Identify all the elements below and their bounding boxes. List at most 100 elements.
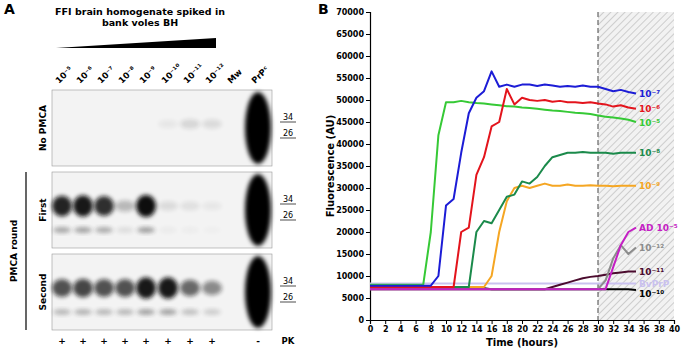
blot-title: bank voles BH bbox=[102, 17, 178, 28]
y-tick-mark bbox=[366, 144, 370, 145]
blot-background bbox=[52, 172, 272, 248]
blot-band bbox=[116, 227, 134, 233]
panel-label: A bbox=[4, 1, 15, 17]
series-line bbox=[370, 184, 636, 287]
x-tick-label: 38 bbox=[654, 325, 666, 334]
x-tick: 12 bbox=[456, 320, 467, 334]
x-tick: 4 bbox=[398, 320, 404, 334]
blot-band bbox=[202, 281, 222, 295]
series-line bbox=[370, 71, 636, 285]
x-tick: 40 bbox=[669, 320, 681, 334]
x-tick-label: 10 bbox=[441, 325, 453, 334]
y-tick-label: 55000 bbox=[336, 74, 364, 83]
x-tick-mark bbox=[552, 320, 553, 324]
blot-band bbox=[95, 309, 113, 315]
x-tick-mark bbox=[628, 320, 629, 324]
lane-label: 10⁻⁷ bbox=[95, 64, 116, 85]
x-axis: 0246810121416182022242628303234363840 bbox=[368, 320, 681, 334]
blot-band bbox=[159, 227, 177, 233]
series-line bbox=[370, 152, 636, 287]
blot-band bbox=[202, 202, 222, 211]
blot-band bbox=[158, 277, 178, 298]
blot-band bbox=[180, 280, 200, 296]
blot-blob bbox=[245, 174, 271, 246]
blot-band bbox=[181, 227, 199, 233]
pk-sign: + bbox=[208, 336, 216, 346]
y-tick-mark bbox=[366, 298, 370, 299]
marker-line bbox=[280, 122, 296, 123]
y-tick-label: 35000 bbox=[336, 162, 364, 171]
series-label: 10⁻¹² bbox=[639, 243, 664, 253]
y-tick: 0 bbox=[358, 316, 370, 325]
x-tick-label: 32 bbox=[608, 325, 619, 334]
x-tick-label: 28 bbox=[578, 325, 590, 334]
x-tick: 8 bbox=[429, 320, 435, 334]
x-tick: 10 bbox=[441, 320, 453, 334]
x-tick-mark bbox=[476, 320, 477, 324]
series-label: 10⁻⁸ bbox=[639, 148, 660, 158]
y-axis-title: Fluorescence (AU) bbox=[325, 115, 336, 218]
blot-row bbox=[52, 172, 272, 248]
pk-sign: + bbox=[142, 336, 150, 346]
blot-band bbox=[74, 227, 92, 233]
y-tick: 5000 bbox=[342, 294, 370, 303]
x-tick-label: 40 bbox=[669, 325, 681, 334]
x-tick: 30 bbox=[593, 320, 605, 334]
x-tick: 20 bbox=[517, 320, 529, 334]
lane-label: 10⁻⁸ bbox=[116, 64, 137, 85]
x-tick-mark bbox=[416, 320, 417, 324]
blot-title: FFI brain homogenate spiked in bbox=[55, 6, 225, 17]
x-tick-label: 34 bbox=[623, 325, 635, 334]
blot-band bbox=[158, 120, 178, 129]
x-tick: 34 bbox=[623, 320, 635, 334]
row-label: No PMCA bbox=[38, 105, 48, 151]
y-tick-mark bbox=[366, 122, 370, 123]
series-label: 10⁻⁵ bbox=[639, 118, 660, 128]
x-tick-mark bbox=[400, 320, 401, 324]
y-tick-mark bbox=[366, 254, 370, 255]
series-label: 10⁻⁹ bbox=[639, 181, 660, 191]
y-tick-label: 70000 bbox=[336, 8, 364, 17]
y-tick: 50000 bbox=[336, 96, 370, 105]
marker-label: 34 bbox=[283, 113, 293, 122]
blot-band bbox=[95, 227, 113, 233]
blot-band bbox=[116, 309, 134, 315]
x-tick-label: 26 bbox=[563, 325, 575, 334]
y-tick: 20000 bbox=[336, 228, 370, 237]
x-tick-mark bbox=[674, 320, 675, 324]
pk-sign: + bbox=[79, 336, 87, 346]
lane-label: 10⁻¹¹ bbox=[181, 61, 205, 85]
blot-band bbox=[159, 309, 177, 315]
y-tick-mark bbox=[366, 210, 370, 211]
y-tick-label: 0 bbox=[358, 316, 364, 325]
x-tick: 18 bbox=[502, 320, 514, 334]
blot-band bbox=[202, 119, 222, 128]
y-tick-mark bbox=[366, 78, 370, 79]
x-tick: 16 bbox=[487, 320, 499, 334]
lane-label: PrPᶜ bbox=[249, 64, 271, 86]
series-label: AD 10⁻⁵ bbox=[639, 223, 678, 233]
y-tick-label: 60000 bbox=[336, 52, 364, 61]
pk-label: PK bbox=[282, 336, 295, 346]
x-tick-label: 36 bbox=[639, 325, 651, 334]
group-bracket bbox=[25, 172, 26, 330]
series-label: 10⁻⁶ bbox=[639, 104, 660, 114]
blot-band bbox=[180, 119, 200, 129]
x-tick-mark bbox=[613, 320, 614, 324]
x-tick-mark bbox=[644, 320, 645, 324]
marker-line bbox=[280, 138, 296, 139]
pk-sign: + bbox=[58, 336, 66, 346]
blot-band bbox=[136, 277, 156, 298]
blot-band bbox=[115, 200, 135, 212]
y-tick: 30000 bbox=[336, 184, 370, 193]
x-tick-mark bbox=[446, 320, 447, 324]
y-tick-label: 15000 bbox=[336, 250, 364, 259]
y-tick-mark bbox=[366, 100, 370, 101]
blot-band bbox=[94, 279, 114, 297]
x-tick-mark bbox=[537, 320, 538, 324]
y-tick-mark bbox=[366, 166, 370, 167]
y-tick: 65000 bbox=[336, 30, 370, 39]
x-tick-mark bbox=[461, 320, 462, 324]
blot-band bbox=[53, 309, 71, 315]
y-tick-label: 5000 bbox=[342, 294, 365, 303]
